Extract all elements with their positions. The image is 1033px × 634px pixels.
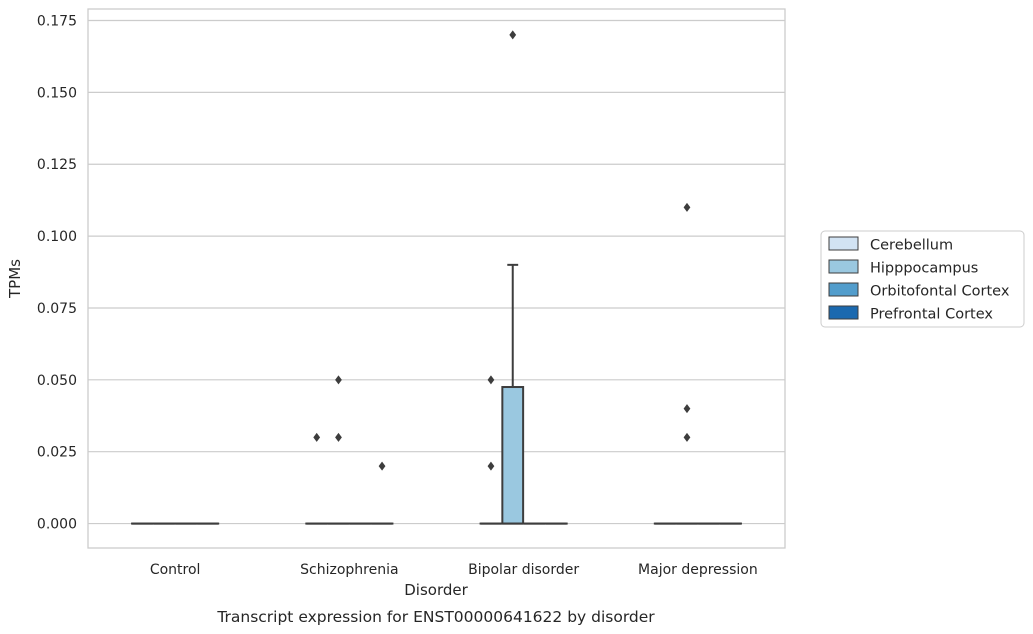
y-tick-label-3: 0.075 — [37, 301, 77, 317]
legend-swatch — [828, 259, 859, 274]
flier-point-1 — [487, 375, 495, 385]
legend-label: Prefrontal Cortex — [870, 307, 993, 323]
legend-item-2: Hipppocampus — [828, 259, 978, 277]
y-axis-label: TPMs — [6, 259, 24, 299]
chart-caption: Transcript expression for ENST0000064162… — [216, 608, 655, 626]
legend-item-1: Cerebellum — [828, 236, 953, 254]
legend-item-4: Prefrontal Cortex — [828, 305, 993, 323]
x-tick-labels: Control Schizophrenia Bipolar disorder Majo… — [150, 562, 758, 578]
legend-swatch — [828, 236, 859, 251]
legend-swatch — [828, 305, 859, 320]
flier-point-0 — [335, 432, 342, 442]
flier-point-2 — [683, 202, 691, 212]
x-tick-label-1: Schizophrenia — [300, 562, 398, 578]
flier-point-1 — [683, 404, 691, 414]
legend-item-3: Orbitofontal Cortex — [828, 282, 1010, 300]
flier-point-0 — [487, 461, 495, 471]
legend-swatch — [828, 282, 859, 297]
legend-frame — [820, 230, 1025, 328]
box-2-1 — [305, 432, 329, 525]
flier-point-1 — [335, 375, 342, 385]
x-axis-label: Disorder — [404, 581, 468, 599]
legend-label: Cerebellum — [870, 238, 953, 254]
y-tick-label-0: 0.000 — [37, 517, 77, 533]
legend-label: Orbitofontal Cortex — [870, 284, 1010, 300]
grid-lines — [88, 19, 785, 525]
box-3-1 — [479, 375, 503, 525]
y-tick-label-2: 0.050 — [37, 373, 77, 389]
y-tick-label-7: 0.175 — [37, 13, 77, 29]
legend-items: Cerebellum Hipppocampus Orbitofontal Corte… — [828, 236, 1010, 323]
box-3-2 — [501, 30, 525, 525]
x-tick-label-0: Control — [150, 562, 201, 578]
box-body — [501, 386, 525, 525]
y-tick-label-5: 0.125 — [37, 157, 77, 173]
box-2-4 — [370, 461, 394, 525]
y-tick-labels: 0.000 0.025 0.050 0.075 0.100 0.125 0.150 0.175 — [37, 13, 77, 532]
flier-point-0 — [378, 461, 386, 471]
box-4-2 — [675, 202, 699, 525]
x-tick-label-2: Bipolar disorder — [468, 562, 579, 578]
legend: Cerebellum Hipppocampus Orbitofontal Corte… — [820, 230, 1025, 328]
plot-frame — [87, 8, 786, 549]
box-plot-marks — [131, 30, 742, 525]
box-2-2 — [327, 375, 350, 525]
x-tick-label-3: Major depression — [638, 562, 758, 578]
flier-point-0 — [313, 432, 321, 442]
flier-point-0 — [683, 432, 691, 442]
legend-label: Hipppocampus — [870, 261, 978, 277]
y-tick-label-4: 0.100 — [37, 229, 77, 245]
y-tick-label-1: 0.025 — [37, 445, 77, 461]
flier-point-0 — [509, 30, 517, 40]
y-tick-label-6: 0.150 — [37, 85, 77, 101]
